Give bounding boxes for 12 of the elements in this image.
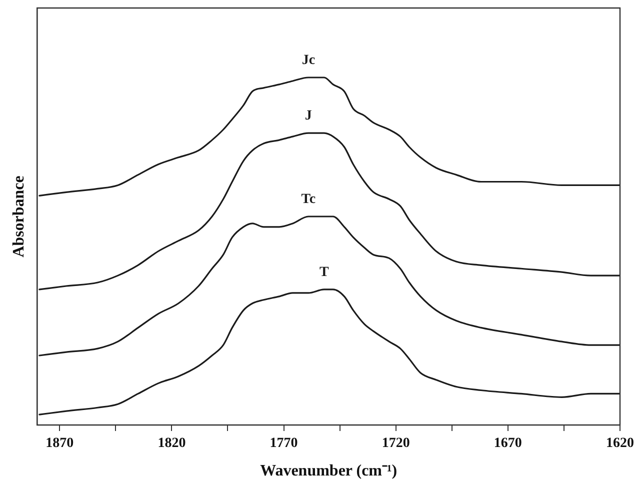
series-label: Tc bbox=[301, 192, 316, 208]
x-tick-label: 1770 bbox=[270, 436, 298, 452]
x-tick-label: 1870 bbox=[46, 436, 74, 452]
series-label: T bbox=[319, 265, 330, 280]
x-tick-label: 1820 bbox=[158, 436, 186, 452]
series-label: J bbox=[304, 108, 312, 124]
x-axis-title: Wavenumber (cm⁻¹) bbox=[260, 462, 398, 480]
y-axis-title: Absorbance bbox=[10, 176, 28, 258]
series-label: Jc bbox=[302, 53, 316, 68]
x-tick-label: 1620 bbox=[606, 436, 634, 452]
x-tick-label: 1670 bbox=[494, 436, 522, 452]
x-tick-label: 1720 bbox=[382, 436, 410, 452]
